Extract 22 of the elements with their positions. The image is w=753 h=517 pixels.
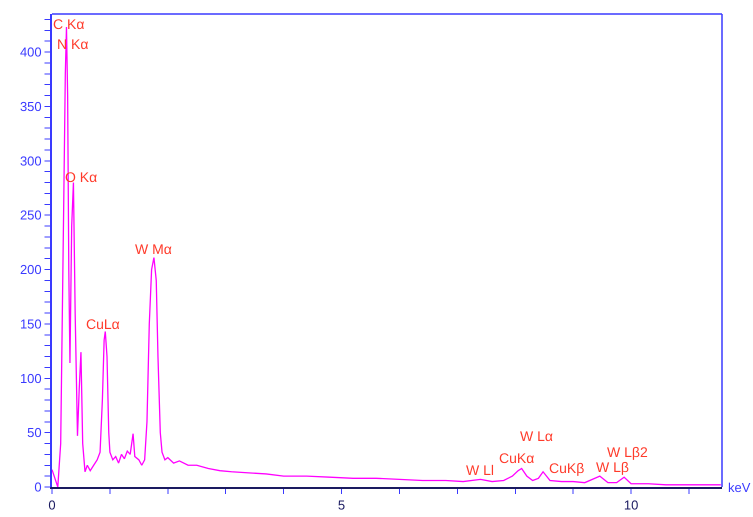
annotation: W Lα — [520, 428, 553, 444]
annotation: CuKβ — [549, 460, 584, 476]
annotation: W Mα — [135, 241, 172, 257]
x-tick-label: 0 — [48, 498, 56, 513]
y-tick-label: 400 — [20, 44, 42, 60]
y-tick-label: 100 — [20, 370, 42, 386]
y-tick-label: 0 — [34, 480, 42, 495]
y-tick-label: 350 — [20, 98, 42, 114]
x-axis-title: keV — [728, 480, 751, 495]
y-tick-label: 250 — [20, 208, 42, 223]
annotation: CuLα — [86, 316, 120, 332]
y-tick-label: 50 — [27, 425, 42, 440]
x-tick-label: 5 — [338, 498, 346, 513]
annotation: CuKα — [499, 450, 534, 466]
annotation: C Kα — [53, 16, 84, 32]
annotation: W Lβ2 — [607, 444, 648, 460]
x-tick-label: 10 — [624, 498, 638, 513]
y-tick-label: 200 — [20, 262, 42, 278]
y-tick-label: 300 — [20, 153, 42, 168]
annotation: W Ll — [466, 462, 494, 478]
annotation: W Lβ — [596, 459, 629, 475]
y-tick-label: 150 — [20, 316, 42, 332]
